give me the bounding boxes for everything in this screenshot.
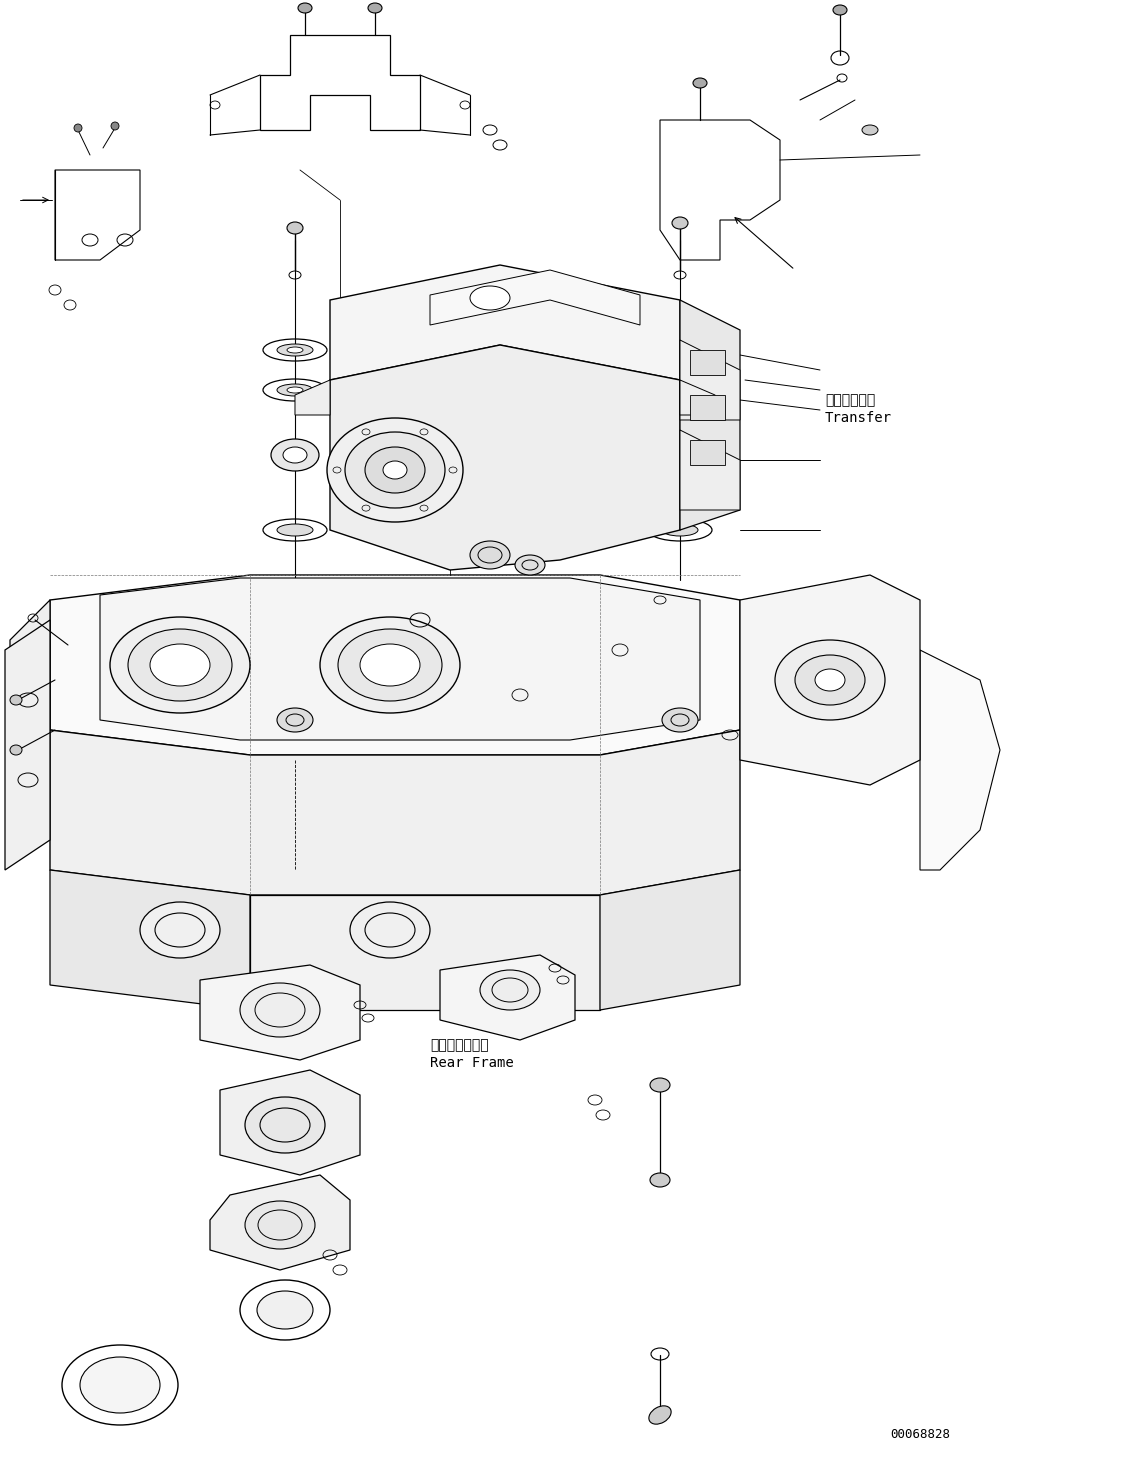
Ellipse shape <box>656 439 704 471</box>
Ellipse shape <box>283 446 307 463</box>
Polygon shape <box>330 266 680 379</box>
Ellipse shape <box>470 541 510 569</box>
Polygon shape <box>5 620 50 870</box>
Polygon shape <box>10 600 50 770</box>
Ellipse shape <box>80 1357 160 1412</box>
Ellipse shape <box>245 1097 325 1153</box>
Polygon shape <box>920 651 1000 870</box>
Ellipse shape <box>110 617 250 713</box>
Ellipse shape <box>662 344 698 356</box>
Ellipse shape <box>288 387 304 392</box>
Ellipse shape <box>277 384 313 395</box>
Polygon shape <box>430 270 640 325</box>
Ellipse shape <box>833 4 847 15</box>
Ellipse shape <box>111 123 119 130</box>
Ellipse shape <box>245 1201 315 1249</box>
Ellipse shape <box>361 643 420 686</box>
Polygon shape <box>296 379 330 414</box>
Ellipse shape <box>775 641 885 719</box>
Ellipse shape <box>149 643 210 686</box>
Ellipse shape <box>815 670 845 692</box>
Ellipse shape <box>667 446 691 463</box>
Ellipse shape <box>350 902 430 959</box>
Ellipse shape <box>650 1173 670 1188</box>
Polygon shape <box>50 730 741 894</box>
Ellipse shape <box>128 629 232 700</box>
Ellipse shape <box>257 1291 313 1329</box>
Polygon shape <box>741 575 920 785</box>
Ellipse shape <box>861 125 879 136</box>
Ellipse shape <box>319 617 460 713</box>
Text: リャーフレーム: リャーフレーム <box>430 1037 488 1052</box>
Bar <box>690 441 725 465</box>
Polygon shape <box>600 870 741 1010</box>
Polygon shape <box>50 870 250 1010</box>
Polygon shape <box>440 956 575 1040</box>
Ellipse shape <box>795 655 865 705</box>
Ellipse shape <box>672 387 688 392</box>
Ellipse shape <box>369 3 382 13</box>
Polygon shape <box>250 894 600 1010</box>
Polygon shape <box>100 578 699 740</box>
Ellipse shape <box>288 222 304 233</box>
Ellipse shape <box>365 446 424 493</box>
Bar <box>690 395 725 420</box>
Text: 00068828: 00068828 <box>890 1428 950 1441</box>
Polygon shape <box>330 344 680 570</box>
Ellipse shape <box>288 347 304 353</box>
Ellipse shape <box>272 439 319 471</box>
Ellipse shape <box>277 344 313 356</box>
Text: Transfer: Transfer <box>825 411 892 425</box>
Ellipse shape <box>277 524 313 535</box>
Ellipse shape <box>74 124 82 131</box>
Text: Rear Frame: Rear Frame <box>430 1056 513 1069</box>
Polygon shape <box>680 379 715 414</box>
Ellipse shape <box>662 384 698 395</box>
Ellipse shape <box>240 983 319 1037</box>
Polygon shape <box>680 301 741 530</box>
Ellipse shape <box>515 554 545 575</box>
Ellipse shape <box>277 708 313 732</box>
Polygon shape <box>210 1174 350 1269</box>
Ellipse shape <box>298 3 311 13</box>
Ellipse shape <box>345 432 445 508</box>
Polygon shape <box>200 964 361 1061</box>
Ellipse shape <box>383 461 407 479</box>
Ellipse shape <box>10 694 22 705</box>
Polygon shape <box>680 430 741 511</box>
Polygon shape <box>220 1069 361 1174</box>
Text: トランスファ: トランスファ <box>825 392 875 407</box>
Ellipse shape <box>140 902 220 959</box>
Ellipse shape <box>470 286 510 309</box>
Polygon shape <box>680 340 741 420</box>
Ellipse shape <box>672 347 688 353</box>
Ellipse shape <box>327 417 463 522</box>
Ellipse shape <box>662 524 698 535</box>
Ellipse shape <box>672 217 688 229</box>
Bar <box>690 350 725 375</box>
Ellipse shape <box>649 1406 671 1424</box>
Polygon shape <box>50 575 741 754</box>
Ellipse shape <box>693 77 707 88</box>
Ellipse shape <box>662 708 698 732</box>
Ellipse shape <box>338 629 442 700</box>
Ellipse shape <box>650 1078 670 1091</box>
Ellipse shape <box>10 746 22 754</box>
Ellipse shape <box>480 970 540 1010</box>
